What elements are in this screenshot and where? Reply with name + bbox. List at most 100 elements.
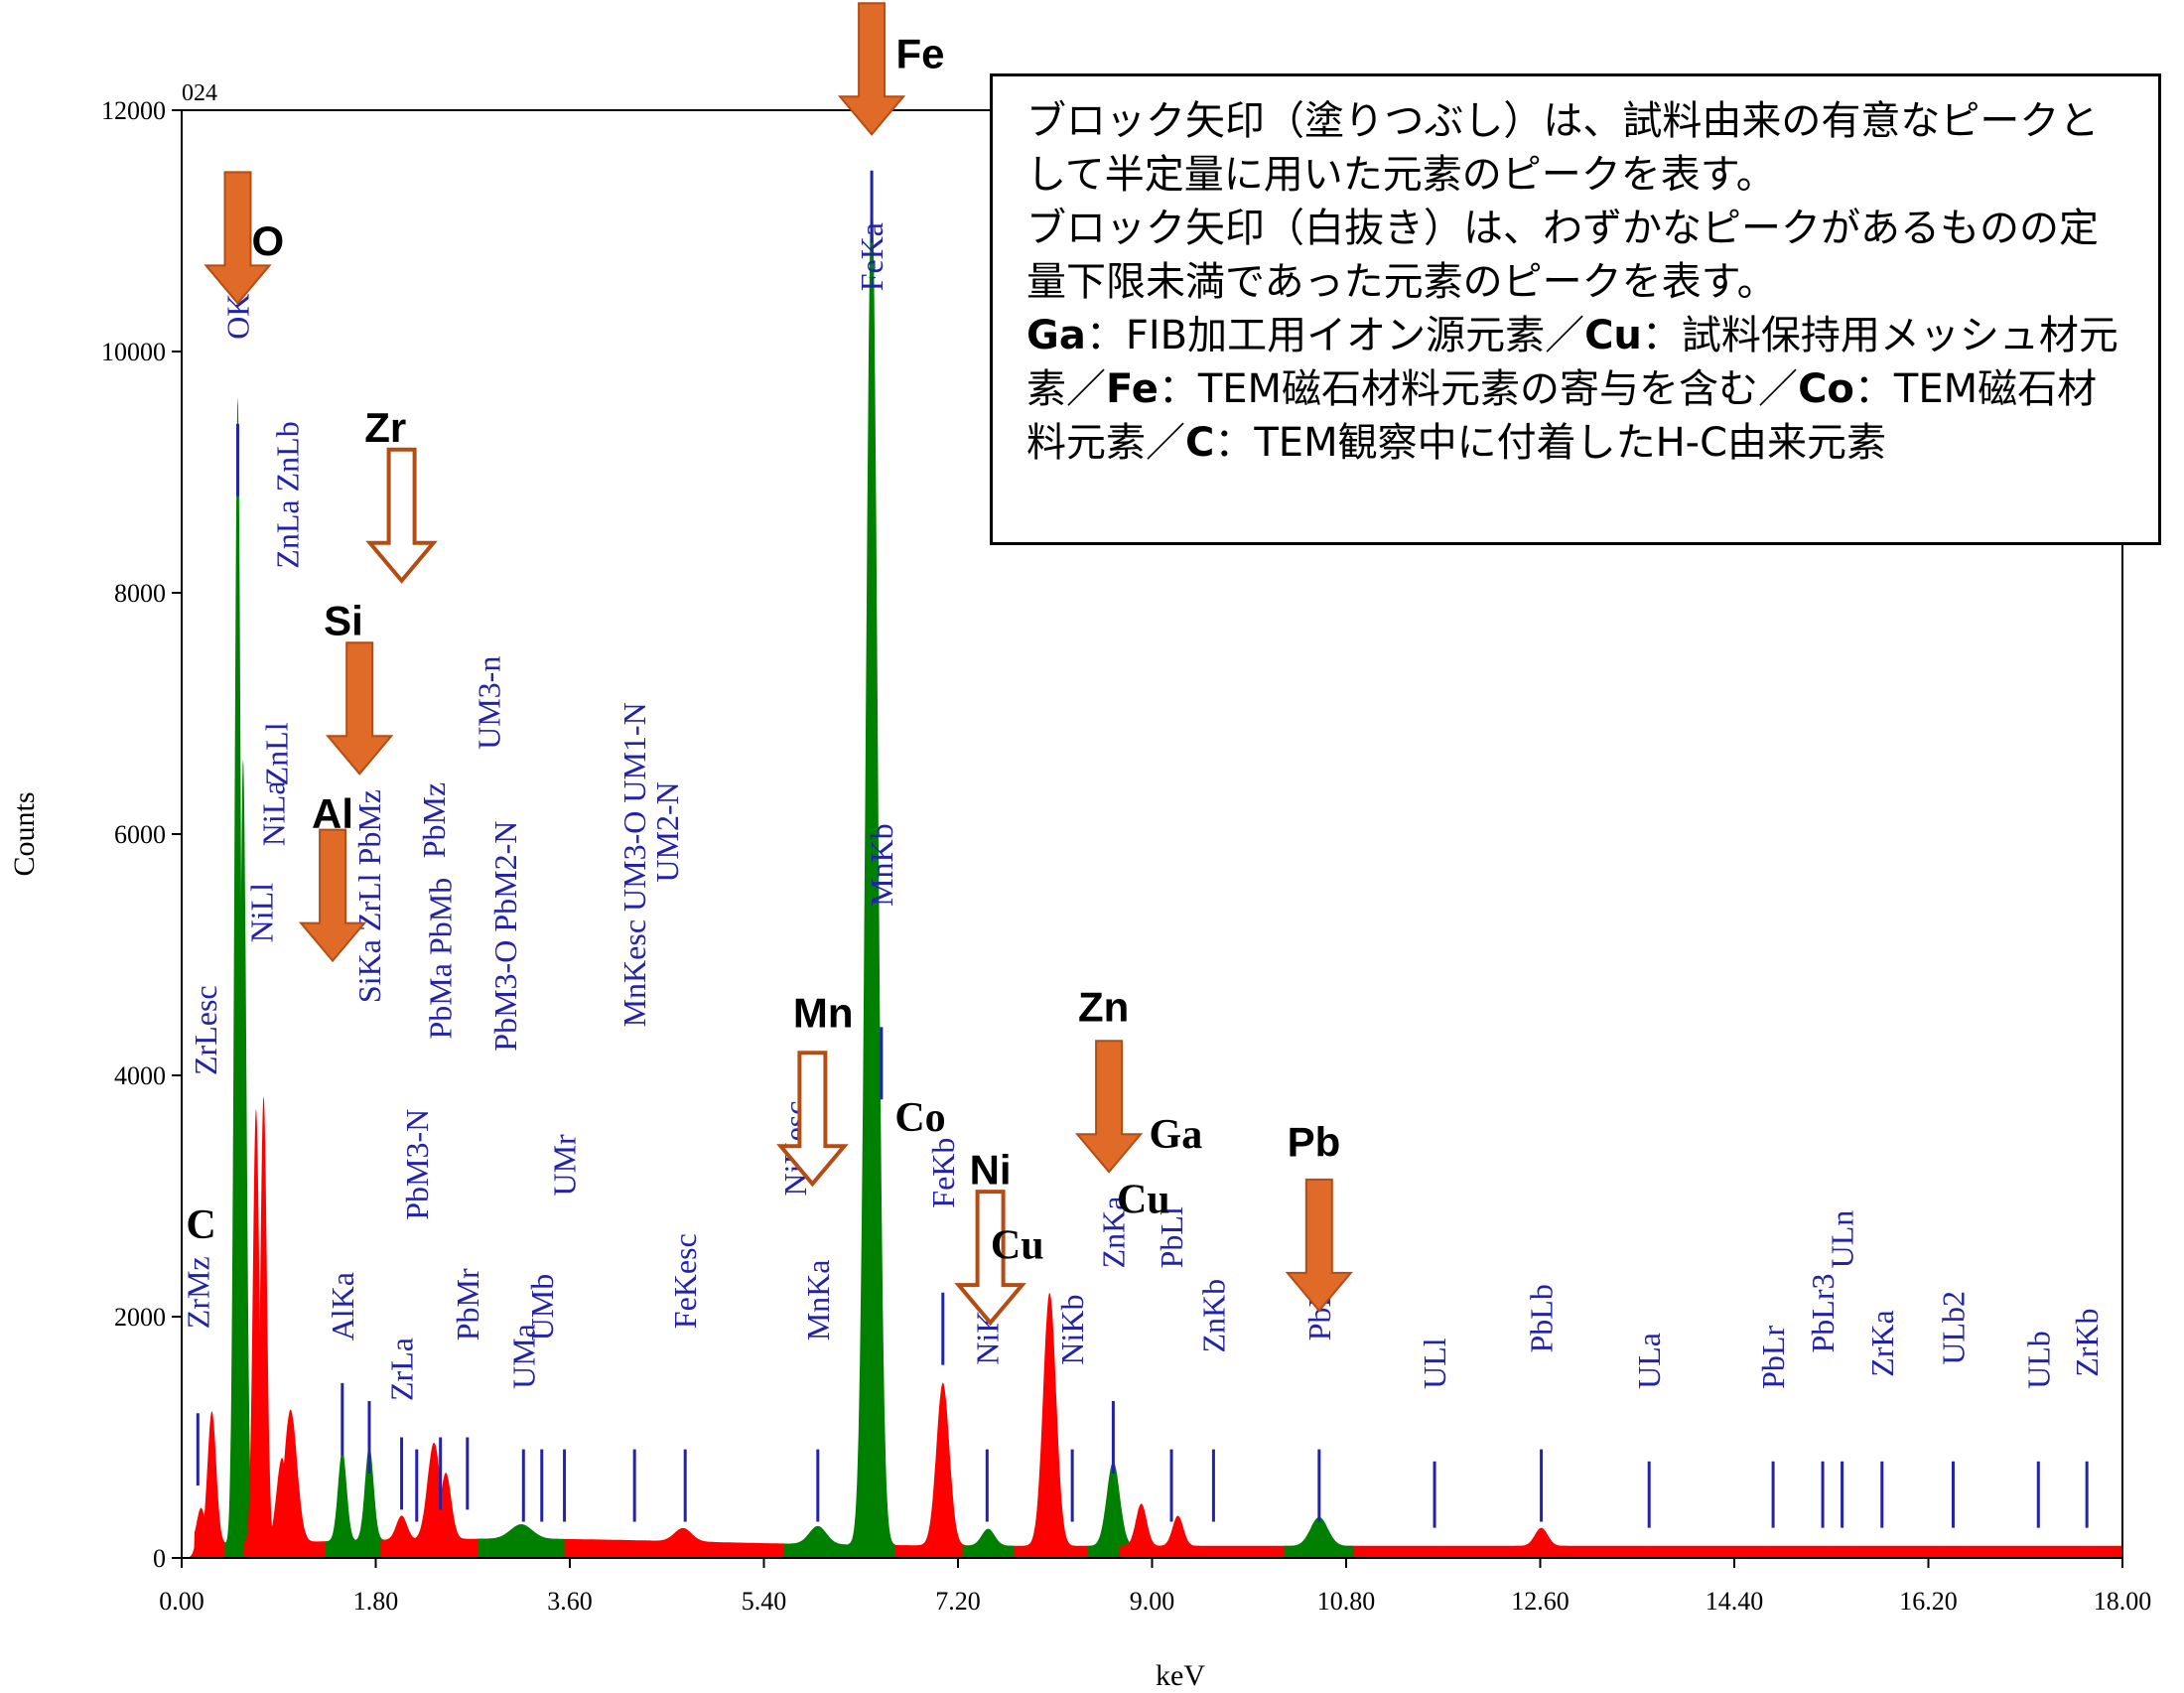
element-arrow-si (326, 641, 394, 776)
y-tick-label: 0 (153, 1544, 166, 1573)
element-label-mn: Mn (793, 989, 854, 1036)
y-tick-label: 10000 (101, 338, 166, 366)
axis-tick-layer: 0.00 1.80 3.60 5.40 7.20 9.00 10.80 12.60 14.40 1… (101, 96, 2151, 1616)
peak-label: SiKa ZrLl PbMz (351, 789, 387, 1003)
note-hollow-arrow-text: ブロック矢印（白抜き）は、わずかなピークがあるものの定量下限未満であった元素のピ… (1026, 206, 2099, 305)
element-label-si: Si (324, 598, 363, 644)
peak-label: PbLr3 (1805, 1274, 1841, 1353)
element-arrow-fe (837, 2, 906, 136)
peak-label: AlKa (325, 1272, 360, 1340)
spectrum-peak-20 (1087, 1461, 1140, 1558)
note-cu-text: ：試料保持用メッシュ材元素／ (1026, 313, 2118, 412)
peak-label: UM3-n (472, 656, 507, 750)
spectrum-peak-8 (325, 1450, 360, 1558)
spectrum-peak-5 (250, 1096, 277, 1558)
peak-label: FeKa (854, 222, 889, 291)
y-tick-label: 2000 (114, 1303, 166, 1332)
spectrum-peak-1 (195, 1411, 229, 1558)
y-axis-title: Counts (8, 791, 41, 876)
peak-label: PbM3-N (399, 1109, 435, 1220)
note-co-symbol: Co (1798, 366, 1854, 412)
x-tick-label: 16.20 (1899, 1587, 1958, 1616)
note-element-roles: Ga：FIB加工用イオン源元素／Cu：試料保持用メッシュ材元素／Fe：TEM磁石… (1026, 309, 2134, 470)
spectrum-peak-21 (1119, 1503, 1163, 1558)
peak-label: PbMa PbMb (423, 878, 459, 1040)
peak-label: ULa (1631, 1333, 1667, 1389)
element-label-zn: Zn (1078, 983, 1129, 1030)
note-cu-symbol: Cu (1584, 313, 1642, 358)
note-filled-arrow-text: ブロック矢印（塗りつぶし）は、試料由来の有意なピークとして半定量に用いた元素のピ… (1026, 98, 2100, 198)
note-c-text: ：TEM観察中に付着したH-C由来元素 (1214, 420, 1887, 466)
element-arrow-al (298, 828, 367, 963)
element-arrow-layer: O Zr Si Al Fe Mn Ni Zn Pb C Co Ga Cu Cu (186, 2, 1353, 1327)
element-label-o: O (252, 217, 285, 264)
element-label-fe: Fe (895, 30, 944, 76)
peak-label: ULn (1825, 1210, 1860, 1269)
x-tick-label: 12.60 (1511, 1587, 1570, 1616)
note-ga-symbol: Ga (1026, 313, 1086, 358)
element-annotation-ga: Ga (1150, 1112, 1203, 1158)
spectrum-peak-18 (962, 1528, 1015, 1558)
note-fe-text: ：TEM磁石材料元素の寄与を含む／ (1158, 366, 1799, 412)
x-tick-label: 3.60 (547, 1587, 593, 1616)
peak-label: PbMr (450, 1268, 485, 1340)
spectrum-peak-17 (916, 1382, 969, 1558)
peak-label: ULl (1417, 1338, 1452, 1389)
element-annotation-co: Co (894, 1095, 945, 1141)
element-label-al: Al (312, 790, 353, 837)
peak-label: PbMz (416, 782, 452, 858)
peak-label: ZrLesc (188, 985, 223, 1075)
x-tick-label: 9.00 (1130, 1587, 1175, 1616)
peak-label: PbM3-O PbM2-N (487, 821, 523, 1052)
element-annotation-c: C (186, 1202, 215, 1248)
x-axis-title: keV (1156, 1659, 1205, 1692)
y-tick-label: 6000 (114, 820, 166, 849)
y-tick-label: 4000 (114, 1061, 166, 1090)
y-tick-label: 12000 (101, 96, 166, 125)
element-annotation-cu: Cu (991, 1223, 1044, 1269)
element-label-zr: Zr (364, 404, 406, 451)
element-arrow-zn (1074, 1040, 1144, 1174)
peak-label: ZnLl (259, 722, 295, 785)
sample-id-label: 024 (182, 80, 217, 106)
peak-label: ZnLa ZnLb (269, 421, 305, 568)
peak-label: ZnKb (1195, 1279, 1231, 1353)
peak-label: ZnKa (1095, 1197, 1131, 1269)
spectrum-peak-3 (229, 759, 256, 1558)
spectrum-peak-2 (224, 397, 251, 1558)
spectrum-peak-19 (1024, 1292, 1076, 1558)
x-tick-label: 18.00 (2094, 1587, 2152, 1616)
spectrum-peak-7 (264, 1409, 317, 1558)
peak-label: NiLl (243, 883, 279, 943)
peak-marker-layer (196, 170, 2089, 1528)
spectrum-peak-22 (1156, 1515, 1200, 1558)
peak-label: PbLb (1524, 1284, 1560, 1352)
element-arrow-mn (776, 1051, 849, 1188)
peak-label: ULb (2020, 1331, 2056, 1389)
peak-label: ZrMz (180, 1256, 215, 1329)
peak-label: PbLl (1154, 1206, 1189, 1268)
peak-label: UM2-N (649, 781, 685, 882)
peak-label: UMb (524, 1274, 560, 1341)
x-tick-label: 5.40 (742, 1587, 787, 1616)
peak-label: MnKb (864, 823, 899, 907)
peak-label: MnKa (800, 1260, 836, 1341)
peak-label: ZrKb (2069, 1308, 2105, 1376)
element-arrow-pb (1285, 1178, 1353, 1313)
legend-note-box: ブロック矢印（塗りつぶし）は、試料由来の有意なピークとして半定量に用いた元素のピ… (990, 73, 2161, 545)
note-ga-text: ：FIB加工用イオン源元素／ (1085, 313, 1585, 358)
peak-label: PbLr (1755, 1326, 1791, 1389)
x-tick-label: 14.40 (1706, 1587, 1764, 1616)
x-tick-label: 10.80 (1317, 1587, 1376, 1616)
x-tick-label: 1.80 (353, 1587, 399, 1616)
spectrum-peak-15 (783, 1525, 853, 1558)
peak-label: NiLa (255, 780, 291, 846)
peak-label: UMa (505, 1324, 541, 1389)
peak-label: ZrLa (384, 1338, 420, 1401)
spectrum-layer (184, 181, 2123, 1558)
peak-label: FeKb (925, 1138, 961, 1208)
peak-label: NiKb (1054, 1294, 1090, 1364)
spectrum-peak-24 (1515, 1527, 1568, 1558)
note-co-text: ：TEM磁石材料元素／ (1026, 366, 2098, 466)
